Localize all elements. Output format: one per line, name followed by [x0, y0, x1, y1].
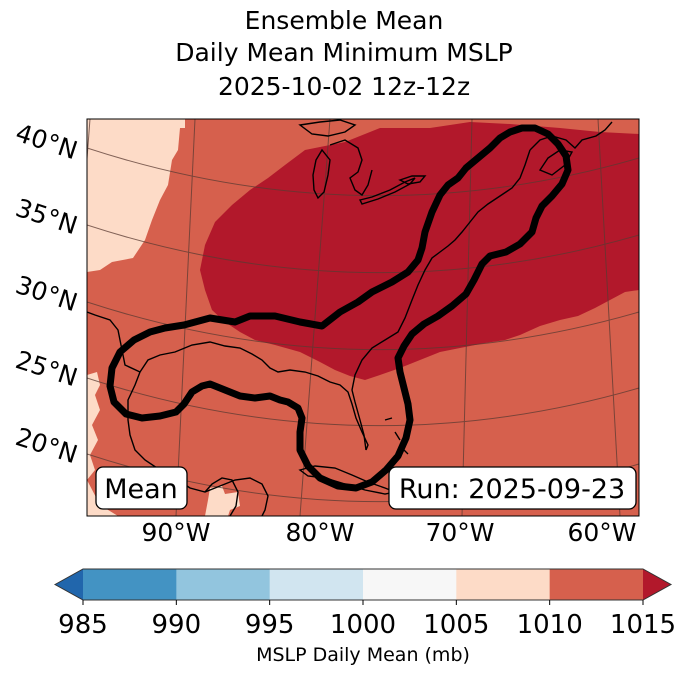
colorbar-tick-label: 990: [152, 610, 202, 640]
meridian-line: [461, 119, 473, 516]
colorbar-tick-label: 1000: [330, 610, 396, 640]
coastline-lake-ontario: [398, 175, 427, 185]
colorbar-under-extension: [55, 569, 83, 600]
map-frame: [86, 118, 640, 517]
chart-title-line-1: Ensemble Mean: [244, 6, 444, 35]
colorbar-segment: [176, 569, 271, 600]
lat-labels: 40°N 35°N 30°N 25°N 20°N: [12, 118, 81, 469]
colorbar-tick-label: 995: [245, 610, 295, 640]
meridian-line: [175, 119, 196, 516]
coastline-lake-huron: [329, 139, 373, 197]
mean-annotation: Mean: [95, 466, 188, 510]
colorbar-segment: [363, 569, 457, 600]
coastline-lake-michigan: [312, 148, 331, 200]
lat-tick-label: 20°N: [12, 422, 81, 469]
lon-tick-label: 60°W: [567, 518, 636, 547]
lat-tick-label: 25°N: [12, 345, 81, 392]
lon-labels: 90°W 80°W 70°W 60°W: [141, 518, 636, 547]
lat-tick-label: 30°N: [12, 270, 81, 317]
lat-tick-label: 35°N: [12, 193, 81, 240]
colorbar-tick-label: 1005: [423, 610, 489, 640]
chart-title-line-3: 2025-10-02 12z-12z: [217, 72, 471, 101]
run-annotation: Run: 2025-09-23: [388, 466, 637, 510]
colorbar-tick-label: 1015: [610, 610, 676, 640]
coastline-gulf: [87, 311, 369, 451]
lon-tick-label: 70°W: [425, 518, 494, 547]
colorbar-label: MSLP Daily Mean (mb): [256, 644, 470, 666]
coastline-atlantic: [351, 149, 531, 451]
parallel-line: [87, 377, 639, 427]
colorbar-tick-label: 985: [58, 610, 108, 640]
coastline-yucatan: [204, 477, 239, 516]
colorbar: 985 990 995 1000 1005 1010 1015: [53, 568, 676, 640]
coastline-maritime: [529, 121, 613, 151]
coastline-lake-erie: [358, 177, 416, 205]
lat-tick-label: 40°N: [12, 118, 81, 165]
colorbar-segment: [456, 569, 551, 600]
field-1005-1010-yucatan-patch: [205, 486, 240, 516]
colorbar-segment: [549, 569, 644, 600]
chart-title-line-2: Daily Mean Minimum MSLP: [175, 38, 513, 67]
mean-label: Mean: [104, 474, 178, 505]
coastline-nova-scotia: [538, 149, 574, 176]
colorbar-over-extension: [643, 569, 671, 600]
colorbar-tick-label: 1010: [517, 610, 583, 640]
colorbar-segment: [269, 569, 364, 600]
colorbar-segment: [83, 569, 177, 600]
parallel-line: [87, 301, 639, 351]
lon-tick-label: 90°W: [141, 518, 210, 547]
parallel-line: [87, 224, 639, 274]
field-1005-1010-southwest: [87, 480, 118, 516]
field-1005-1010-west-edge: [87, 372, 100, 480]
map-axes: [87, 119, 639, 516]
thick-contour: [106, 124, 572, 492]
field-1005-1010-northwest: [87, 119, 185, 272]
meridian-line: [597, 119, 621, 516]
lon-tick-label: 80°W: [285, 518, 354, 547]
coastline-lake-superior: [298, 119, 357, 137]
run-label: Run: 2025-09-23: [399, 474, 625, 505]
